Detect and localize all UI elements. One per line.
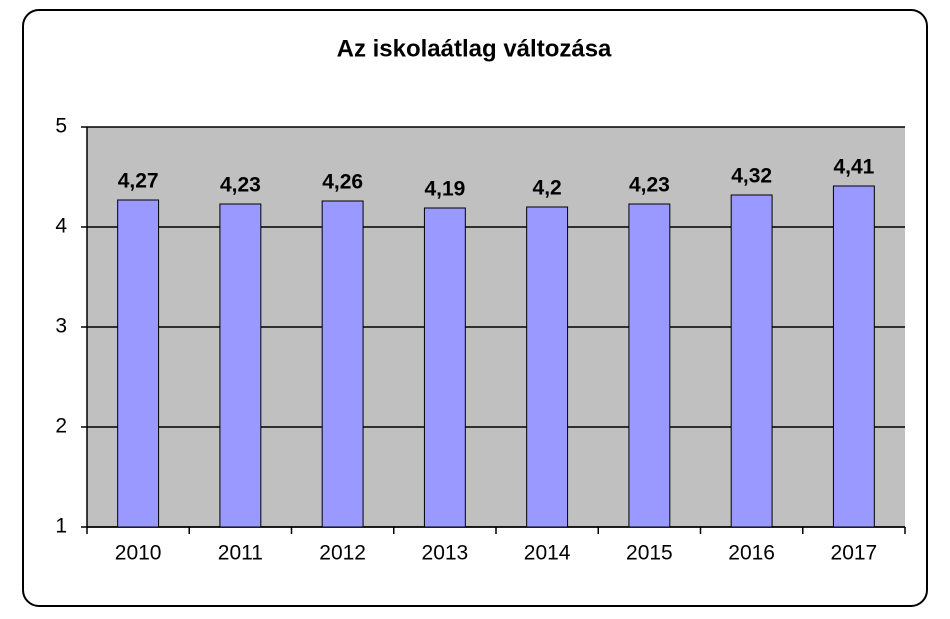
y-tick-label: 4 xyxy=(55,215,67,238)
data-label: 4,41 xyxy=(833,156,874,179)
bar xyxy=(117,199,160,528)
x-tick-label: 2012 xyxy=(319,542,366,565)
y-tick-label: 3 xyxy=(55,315,67,338)
data-label: 4,2 xyxy=(533,177,562,200)
x-tick-label: 2011 xyxy=(218,542,263,565)
y-tick-label: 5 xyxy=(55,115,67,138)
bar xyxy=(219,203,262,528)
bar xyxy=(832,185,875,528)
y-tick-label: 1 xyxy=(55,515,67,538)
data-label: 4,23 xyxy=(629,174,670,197)
data-label: 4,19 xyxy=(424,178,465,201)
x-tick-label: 2013 xyxy=(422,542,469,565)
bar xyxy=(321,200,364,528)
data-label: 4,27 xyxy=(118,170,159,193)
chart-title: Az iskolaátlag változása xyxy=(337,35,612,62)
x-tick-label: 2015 xyxy=(626,542,673,565)
x-tick-label: 2014 xyxy=(524,542,571,565)
y-tick-label: 2 xyxy=(55,415,67,438)
data-label: 4,32 xyxy=(731,165,772,188)
x-tick-label: 2017 xyxy=(831,542,878,565)
bar xyxy=(628,203,671,528)
bar xyxy=(423,207,466,528)
bar xyxy=(526,206,569,528)
bar xyxy=(730,194,773,528)
data-label: 4,23 xyxy=(220,174,261,197)
data-label: 4,26 xyxy=(322,171,363,194)
x-tick-label: 2016 xyxy=(728,542,775,565)
x-tick-label: 2010 xyxy=(115,542,162,565)
